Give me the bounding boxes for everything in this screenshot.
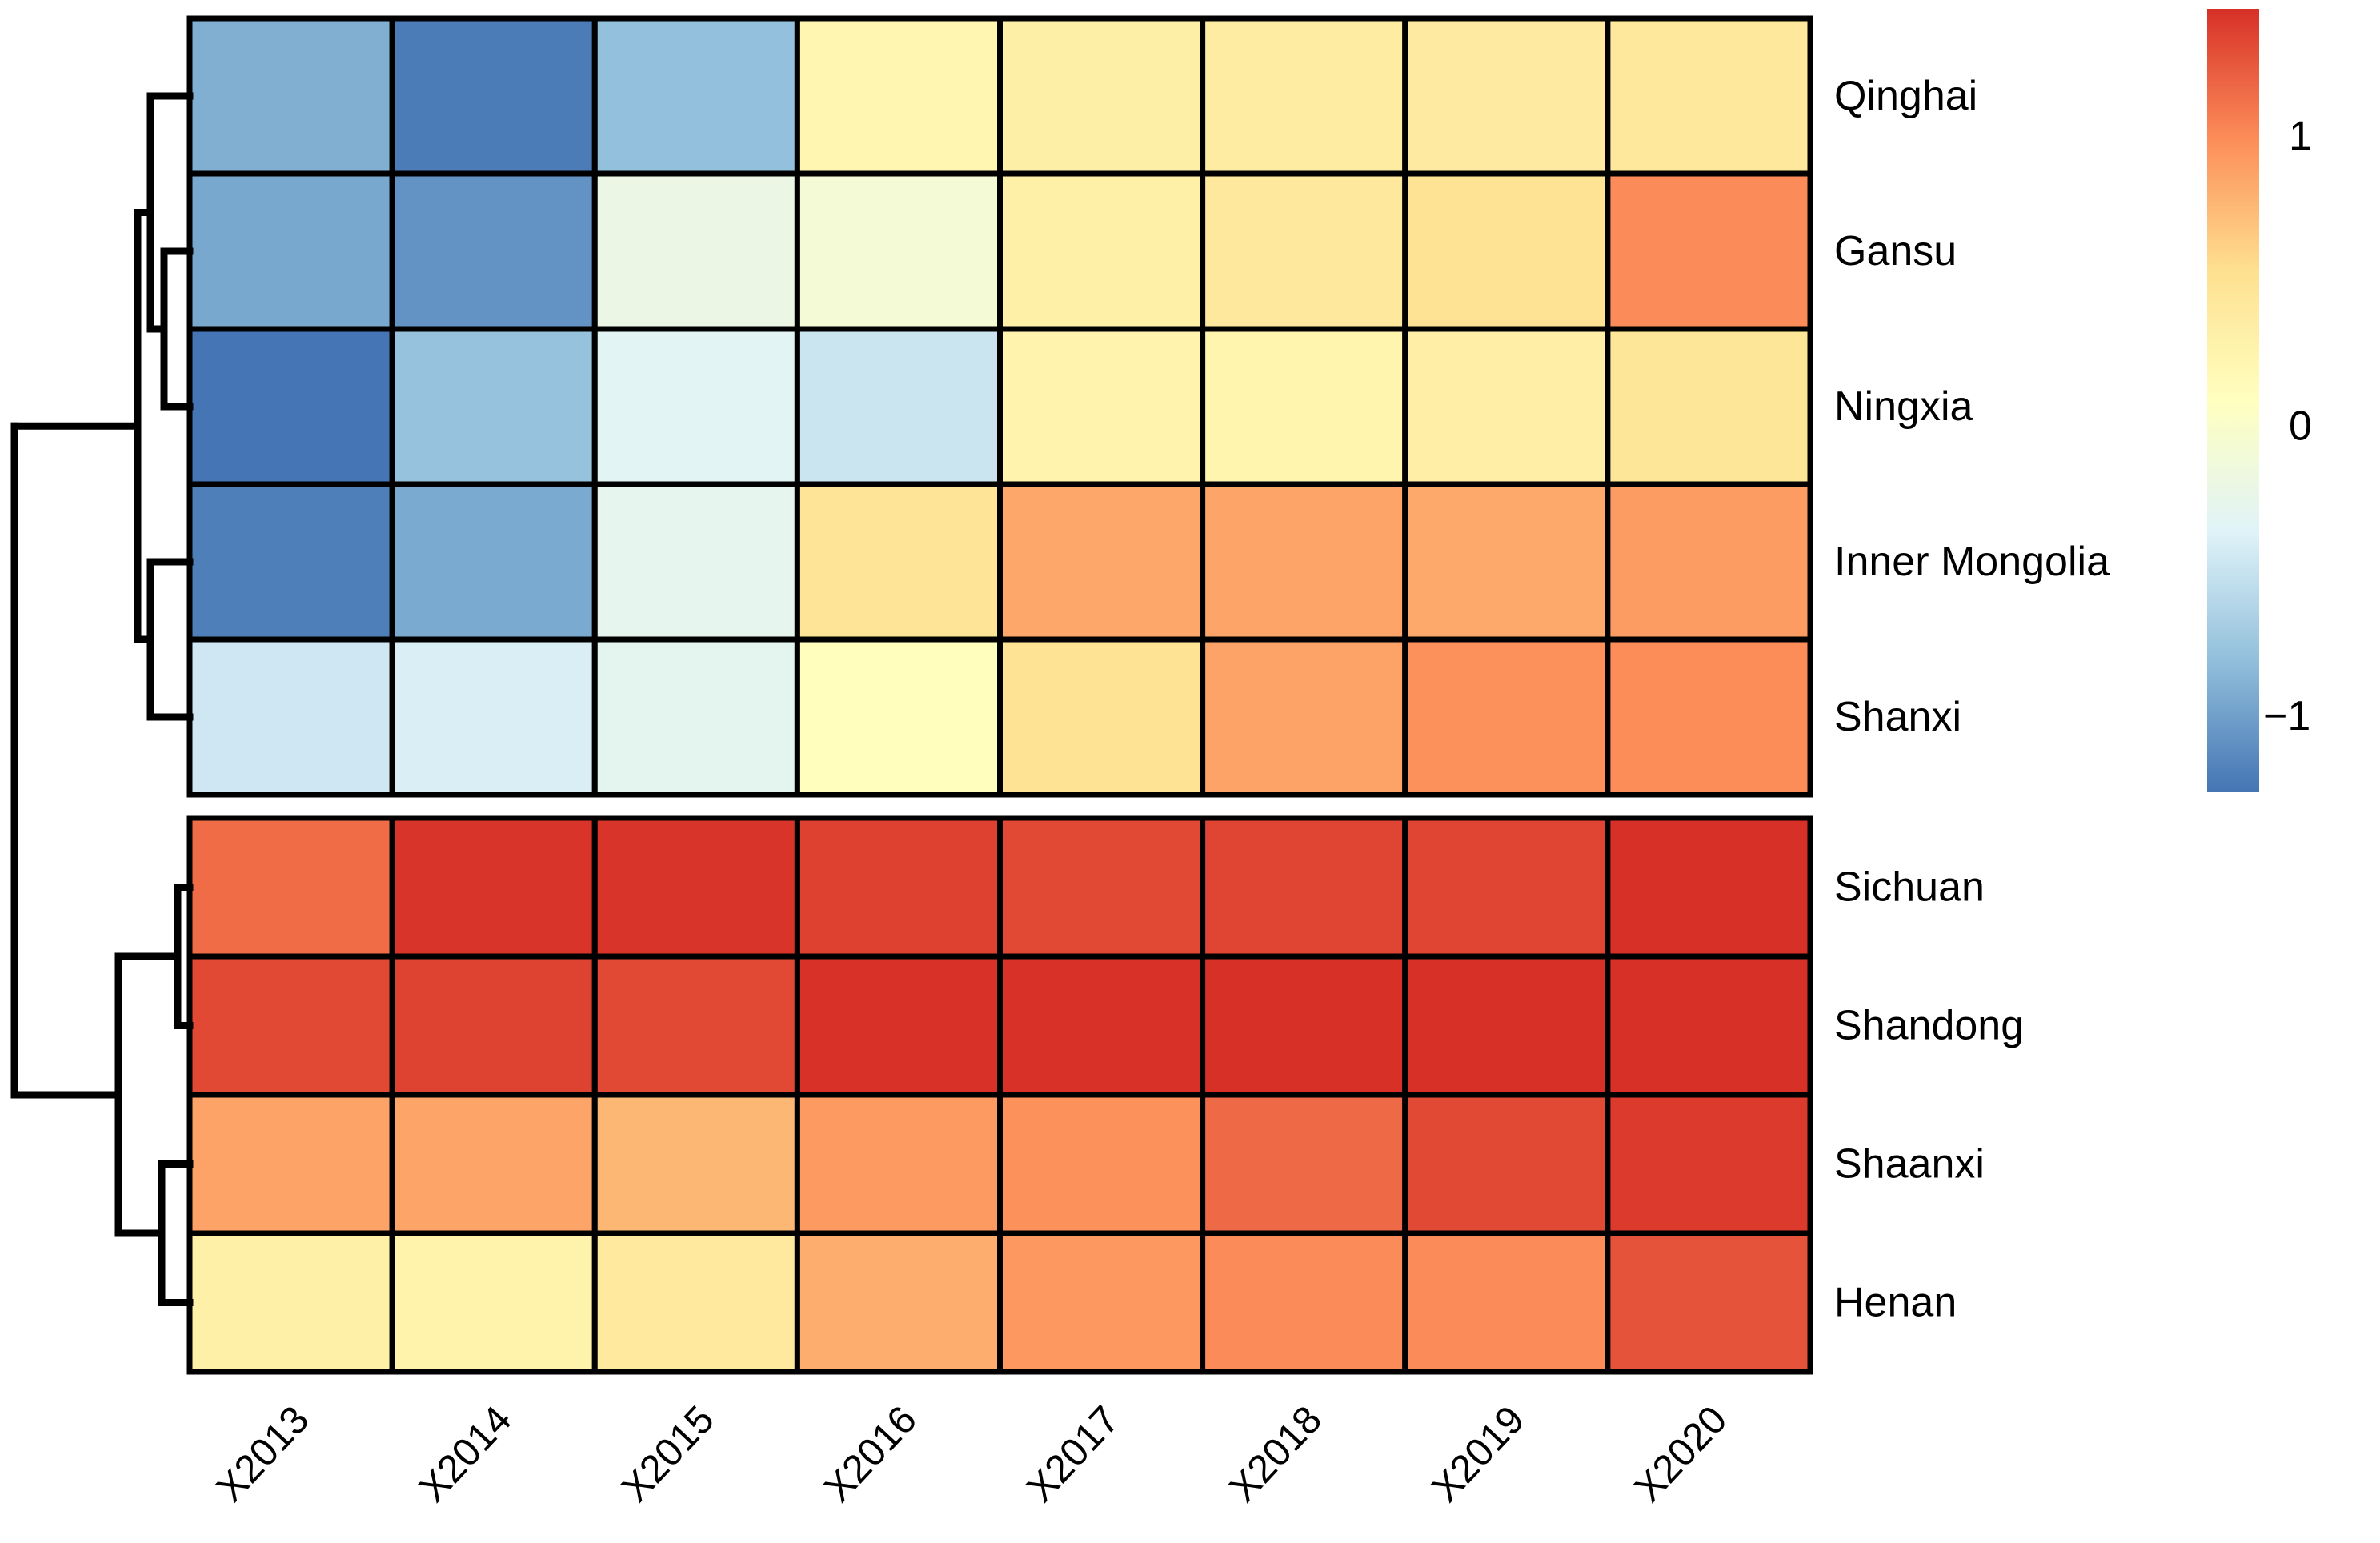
heatmap-cell (794, 481, 1003, 643)
heatmap-cell (997, 953, 1206, 1098)
row-label: Inner Mongolia (1834, 539, 2110, 585)
heatmap-cell (186, 15, 395, 177)
heatmap-cell (1605, 953, 1813, 1098)
heatmap-cell (591, 481, 800, 643)
heatmap-cell (389, 326, 598, 487)
heatmap-cell (997, 481, 1206, 643)
heatmap-cell (997, 636, 1206, 798)
row-label: Sichuan (1834, 864, 1985, 911)
heatmap-cell (186, 1092, 395, 1236)
column-label: X2015 (614, 1398, 723, 1510)
heatmap-cell (389, 481, 598, 643)
heatmap-cell (1402, 636, 1611, 798)
row-label: Shandong (1834, 1003, 2024, 1049)
heatmap-cell (1402, 953, 1611, 1098)
column-label: X2016 (816, 1398, 925, 1510)
column-label: X2014 (411, 1398, 520, 1510)
heatmap-cell (997, 15, 1206, 177)
heatmap-cell (1605, 1092, 1813, 1236)
heatmap-cell (997, 815, 1206, 960)
heatmap-cell (186, 815, 395, 960)
heatmap-cell (1200, 815, 1408, 960)
heatmap-cell (997, 1230, 1206, 1375)
heatmap-cell (186, 1230, 395, 1375)
heatmap-cell (1605, 636, 1813, 798)
heatmap-cell (997, 1092, 1206, 1236)
heatmap-cell (389, 15, 598, 177)
row-label: Henan (1834, 1280, 1957, 1326)
heatmap-cell (1402, 170, 1611, 332)
row-label: Gansu (1834, 228, 1957, 275)
heatmap-cell (1605, 170, 1813, 332)
heatmap-cell (1200, 953, 1408, 1098)
heatmap-cell (1200, 1230, 1408, 1375)
heatmap-cell (794, 1092, 1003, 1236)
heatmap-cell (1402, 481, 1611, 643)
colorbar-gradient (2207, 9, 2259, 792)
heatmap-cell (1605, 15, 1813, 177)
colorbar-tick-label: 0 (2289, 403, 2312, 450)
heatmap-cell (1605, 815, 1813, 960)
column-label: X2017 (1019, 1398, 1128, 1510)
heatmap-cell (591, 326, 800, 487)
heatmap-cell (1605, 326, 1813, 487)
column-label: X2020 (1626, 1398, 1735, 1510)
heatmap-cell (1402, 815, 1611, 960)
heatmap-cell (1200, 170, 1408, 332)
row-label: Ningxia (1834, 383, 1973, 430)
column-label: X2013 (208, 1398, 317, 1510)
heatmap-cell (997, 170, 1206, 332)
heatmap-cell (1200, 1092, 1408, 1236)
heatmap-cell (389, 1092, 598, 1236)
heatmap-cell (591, 1230, 800, 1375)
heatmap-cell (591, 815, 800, 960)
heatmap-cell (1402, 326, 1611, 487)
heatmap-cell (389, 953, 598, 1098)
heatmap-cell (389, 636, 598, 798)
heatmap-cell (1402, 1230, 1611, 1375)
row-label: Shaanxi (1834, 1141, 1985, 1188)
heatmap-cell (186, 481, 395, 643)
heatmap-cell (389, 1230, 598, 1375)
heatmap-cell (794, 170, 1003, 332)
heatmap-cell (794, 15, 1003, 177)
heatmap-cell (186, 636, 395, 798)
heatmap-cell (591, 636, 800, 798)
heatmap-cell (591, 15, 800, 177)
heatmap-cell (186, 953, 395, 1098)
heatmap-cell (794, 326, 1003, 487)
heatmap-cell (186, 170, 395, 332)
heatmap-cell (794, 1230, 1003, 1375)
heatmap-cell (1402, 1092, 1611, 1236)
heatmap-cell (1402, 15, 1611, 177)
row-label: Qinghai (1834, 73, 1977, 119)
heatmap-cell (1200, 636, 1408, 798)
heatmap-cell (591, 170, 800, 332)
heatmap-cell (997, 326, 1206, 487)
heatmap-cell (1605, 1230, 1813, 1375)
heatmap-cell (389, 815, 598, 960)
heatmap-cell (794, 636, 1003, 798)
heatmap-cell (1200, 481, 1408, 643)
heatmap-cell (794, 953, 1003, 1098)
column-label: X2019 (1424, 1398, 1533, 1510)
heatmap-cell (1200, 15, 1408, 177)
row-label: Shanxi (1834, 694, 1961, 740)
heatmap-cell (591, 1092, 800, 1236)
column-label: X2018 (1221, 1398, 1330, 1510)
colorbar-tick-label: −1 (2263, 693, 2310, 739)
heatmap-cell (389, 170, 598, 332)
heatmap-cell (1605, 481, 1813, 643)
heatmap-cell (1200, 326, 1408, 487)
colorbar-tick-label: 1 (2289, 113, 2312, 159)
heatmap-cell (186, 326, 395, 487)
heatmap-cell (794, 815, 1003, 960)
heatmap-cell (591, 953, 800, 1098)
